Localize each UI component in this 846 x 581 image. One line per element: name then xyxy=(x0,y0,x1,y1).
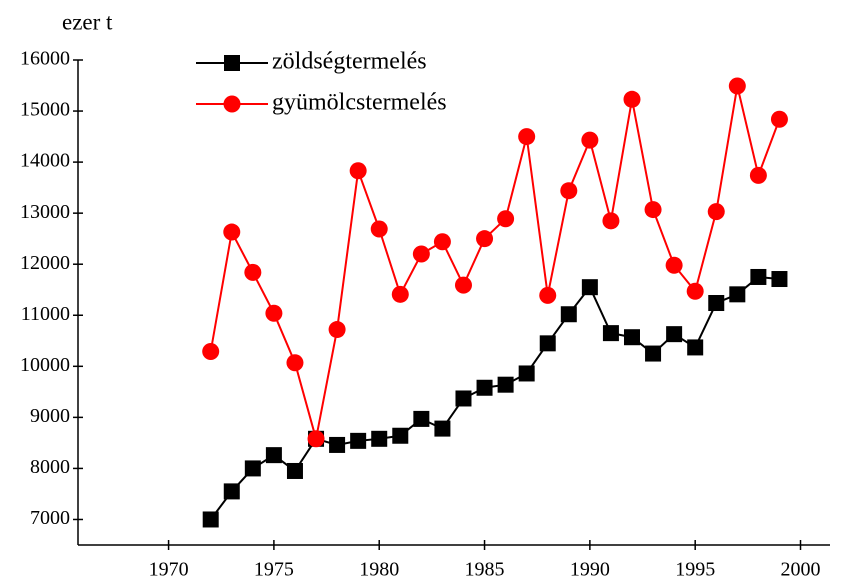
marker xyxy=(434,420,451,437)
marker xyxy=(350,432,367,449)
marker xyxy=(728,77,746,95)
marker xyxy=(371,430,388,447)
y-axis-label: ezer t xyxy=(62,9,113,34)
x-tick-label: 1975 xyxy=(254,559,294,581)
marker xyxy=(370,220,388,238)
marker xyxy=(518,128,536,146)
marker xyxy=(476,230,494,248)
x-tick-label: 1980 xyxy=(359,559,399,581)
marker xyxy=(412,245,430,263)
y-tick-label: 7000 xyxy=(30,507,70,529)
marker xyxy=(265,447,282,464)
marker xyxy=(539,286,557,304)
marker xyxy=(391,285,409,303)
y-tick-label: 11000 xyxy=(21,303,70,325)
marker xyxy=(202,343,220,361)
legend-marker xyxy=(223,95,241,113)
marker xyxy=(244,460,261,477)
marker xyxy=(707,203,725,221)
x-tick-label: 1995 xyxy=(675,559,715,581)
marker xyxy=(539,335,556,352)
y-tick-label: 8000 xyxy=(30,456,70,478)
marker xyxy=(455,390,472,407)
y-tick-label: 9000 xyxy=(30,405,70,427)
marker xyxy=(687,339,704,356)
series-line xyxy=(209,85,781,440)
marker xyxy=(623,90,641,108)
marker xyxy=(581,131,599,149)
marker xyxy=(497,376,514,393)
legend-marker xyxy=(224,55,240,71)
marker xyxy=(750,268,767,285)
marker xyxy=(454,276,472,294)
marker xyxy=(328,321,346,339)
marker xyxy=(286,462,303,479)
marker xyxy=(476,379,493,396)
marker xyxy=(560,306,577,323)
marker xyxy=(560,182,578,200)
marker xyxy=(644,201,662,219)
marker xyxy=(686,282,704,300)
x-tick-label: 1970 xyxy=(149,559,189,581)
y-tick-label: 15000 xyxy=(20,99,70,121)
marker xyxy=(244,263,262,281)
marker xyxy=(286,354,304,372)
marker xyxy=(666,326,683,343)
marker xyxy=(202,511,219,528)
marker xyxy=(581,279,598,296)
marker xyxy=(665,256,683,274)
y-tick-label: 10000 xyxy=(20,354,70,376)
y-tick-label: 16000 xyxy=(20,48,70,70)
marker xyxy=(749,166,767,184)
marker xyxy=(392,427,409,444)
marker xyxy=(518,365,535,382)
marker xyxy=(413,410,430,427)
marker xyxy=(223,483,240,500)
series-line xyxy=(209,275,780,521)
marker xyxy=(602,325,619,342)
y-tick-label: 12000 xyxy=(20,252,70,274)
marker xyxy=(497,210,515,228)
x-tick-label: 1990 xyxy=(570,559,610,581)
legend-label: zöldségtermelés xyxy=(272,49,427,75)
marker xyxy=(771,271,788,288)
marker xyxy=(433,233,451,251)
marker xyxy=(729,286,746,303)
marker xyxy=(265,304,283,322)
x-tick-label: 2000 xyxy=(781,559,821,581)
marker xyxy=(708,295,725,312)
marker xyxy=(623,329,640,346)
y-tick-label: 13000 xyxy=(20,201,70,223)
marker xyxy=(329,436,346,453)
marker xyxy=(223,223,241,241)
marker xyxy=(770,110,788,128)
y-tick-label: 14000 xyxy=(20,150,70,172)
legend-label: gyümölcstermelés xyxy=(272,90,447,116)
marker xyxy=(307,430,325,448)
marker xyxy=(645,345,662,362)
marker xyxy=(602,212,620,230)
marker xyxy=(349,162,367,180)
x-tick-label: 1985 xyxy=(465,559,505,581)
